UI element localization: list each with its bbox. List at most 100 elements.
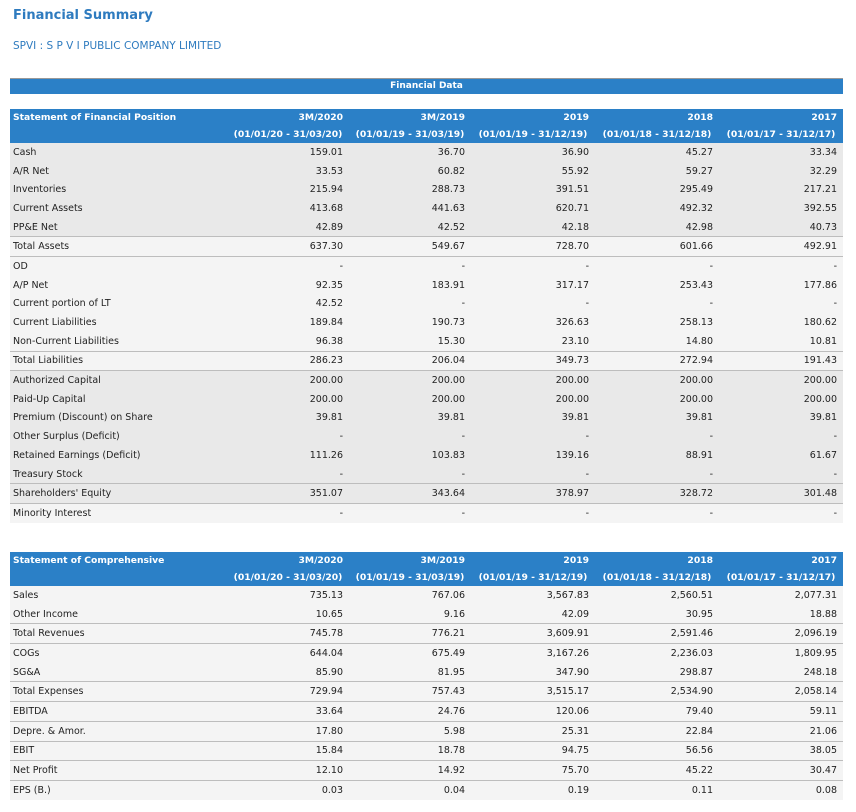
row-value: 2,236.03 xyxy=(595,643,719,663)
table-row: Depre. & Amor. 17.80 5.98 25.31 22.84 21.06 xyxy=(10,720,843,741)
row-label: Cash xyxy=(10,143,227,162)
table-row: Paid-Up Capital 200.00 200.00 200.00 200.00 2… xyxy=(10,389,843,409)
row-value: 2,058.14 xyxy=(719,681,843,702)
comprehensive-body: Sales 735.13 767.06 3,567.83 2,560.51 2,077.3… xyxy=(10,586,843,800)
row-value: - xyxy=(227,427,349,446)
row-value: 2,591.46 xyxy=(595,623,719,644)
row-label: EBIT xyxy=(10,740,227,761)
row-value: 441.63 xyxy=(349,199,471,218)
company-name: SPVI : S P V I PUBLIC COMPANY LIMITED xyxy=(13,40,222,52)
row-value: 191.43 xyxy=(719,350,843,371)
row-label: Shareholders' Equity xyxy=(10,483,227,504)
period-range: (01/01/19 - 31/12/19) xyxy=(471,126,595,143)
row-value: 413.68 xyxy=(227,199,349,218)
row-value: - xyxy=(471,503,595,523)
row-label: Depre. & Amor. xyxy=(10,720,227,741)
row-value: 326.63 xyxy=(471,313,595,332)
period-range: (01/01/20 - 31/03/20) xyxy=(227,126,349,143)
row-label: Current Assets xyxy=(10,199,227,218)
period-label: 2018 xyxy=(595,109,719,126)
row-value: 620.71 xyxy=(471,199,595,218)
row-value: 38.05 xyxy=(719,740,843,761)
table-row: OD - - - - - xyxy=(10,256,843,276)
row-value: - xyxy=(595,464,719,484)
row-value: - xyxy=(349,464,471,484)
row-value: 30.95 xyxy=(595,604,719,624)
table-row: Current Liabilities 189.84 190.73 326.63 258… xyxy=(10,313,843,332)
row-value: - xyxy=(349,427,471,446)
comprehensive-table-title: Statement of Comprehensive xyxy=(10,552,227,569)
row-value: 0.19 xyxy=(471,779,595,800)
row-value: 180.62 xyxy=(719,313,843,332)
row-value: 258.13 xyxy=(595,313,719,332)
table-row: Premium (Discount) on Share 39.81 39.81 39.… xyxy=(10,408,843,428)
row-value: 3,515.17 xyxy=(471,681,595,702)
row-value: 75.70 xyxy=(471,760,595,781)
row-value: 0.03 xyxy=(227,779,349,800)
row-value: 729.94 xyxy=(227,681,349,702)
row-value: 79.40 xyxy=(595,701,719,722)
row-value: 9.16 xyxy=(349,604,471,624)
row-value: - xyxy=(595,294,719,314)
row-value: - xyxy=(349,503,471,523)
row-value: 343.64 xyxy=(349,483,471,504)
row-value: 3,609.91 xyxy=(471,623,595,644)
table-row: Current Assets 413.68 441.63 620.71 492.32 39… xyxy=(10,199,843,218)
row-value: 59.27 xyxy=(595,161,719,181)
row-value: 317.17 xyxy=(471,275,595,295)
table-row: Total Expenses 729.94 757.43 3,515.17 2,534.… xyxy=(10,681,843,702)
row-value: 159.01 xyxy=(227,143,349,162)
row-value: 767.06 xyxy=(349,586,471,605)
row-value: 39.81 xyxy=(227,408,349,428)
table-row: Shareholders' Equity 351.07 343.64 378.97 32… xyxy=(10,483,843,504)
row-value: 200.00 xyxy=(349,389,471,409)
row-value: 190.73 xyxy=(349,313,471,332)
row-value: 18.88 xyxy=(719,604,843,624)
row-value: 42.52 xyxy=(349,217,471,237)
row-label: Premium (Discount) on Share xyxy=(10,408,227,428)
row-label: A/R Net xyxy=(10,161,227,181)
row-value: 3,567.83 xyxy=(471,586,595,605)
header-spacer xyxy=(10,126,227,143)
row-value: - xyxy=(349,294,471,314)
row-value: 10.81 xyxy=(719,331,843,352)
row-value: 757.43 xyxy=(349,681,471,702)
financial-position-table: Statement of Financial Position 3M/2020 … xyxy=(10,109,843,523)
row-label: EBITDA xyxy=(10,701,227,722)
table-row: Inventories 215.94 288.73 391.51 295.49 217.2… xyxy=(10,180,843,200)
period-label: 2017 xyxy=(719,552,843,569)
table-row: Retained Earnings (Deficit) 111.26 103.83 1… xyxy=(10,446,843,465)
row-value: 36.90 xyxy=(471,143,595,162)
row-label: Retained Earnings (Deficit) xyxy=(10,446,227,465)
period-label: 2018 xyxy=(595,552,719,569)
table-row: Total Assets 637.30 549.67 728.70 601.66 492.… xyxy=(10,236,843,257)
row-value: 272.94 xyxy=(595,350,719,371)
period-label: 3M/2019 xyxy=(349,552,471,569)
table-row: EBIT 15.84 18.78 94.75 56.56 38.05 xyxy=(10,740,843,761)
row-label: Paid-Up Capital xyxy=(10,389,227,409)
row-value: - xyxy=(349,256,471,276)
row-label: EPS (B.) xyxy=(10,779,227,800)
row-value: 776.21 xyxy=(349,623,471,644)
row-value: 3,167.26 xyxy=(471,643,595,663)
row-value: 549.67 xyxy=(349,236,471,257)
row-value: 349.73 xyxy=(471,350,595,371)
financial-position-body: Cash 159.01 36.70 36.90 45.27 33.34 A/R Net 33.… xyxy=(10,143,843,523)
row-value: 189.84 xyxy=(227,313,349,332)
row-value: 248.18 xyxy=(719,662,843,682)
row-value: 200.00 xyxy=(349,370,471,390)
period-range: (01/01/18 - 31/12/18) xyxy=(595,569,719,586)
row-value: 39.81 xyxy=(719,408,843,428)
row-value: 286.23 xyxy=(227,350,349,371)
row-label: Current Liabilities xyxy=(10,313,227,332)
table-row: Total Revenues 745.78 776.21 3,609.91 2,591.… xyxy=(10,623,843,644)
row-value: 215.94 xyxy=(227,180,349,200)
row-value: 0.04 xyxy=(349,779,471,800)
table-row: Other Income 10.65 9.16 42.09 30.95 18.88 xyxy=(10,604,843,624)
row-value: 378.97 xyxy=(471,483,595,504)
row-value: 347.90 xyxy=(471,662,595,682)
row-value: 45.22 xyxy=(595,760,719,781)
row-label: Inventories xyxy=(10,180,227,200)
row-value: 85.90 xyxy=(227,662,349,682)
row-label: Net Profit xyxy=(10,760,227,781)
